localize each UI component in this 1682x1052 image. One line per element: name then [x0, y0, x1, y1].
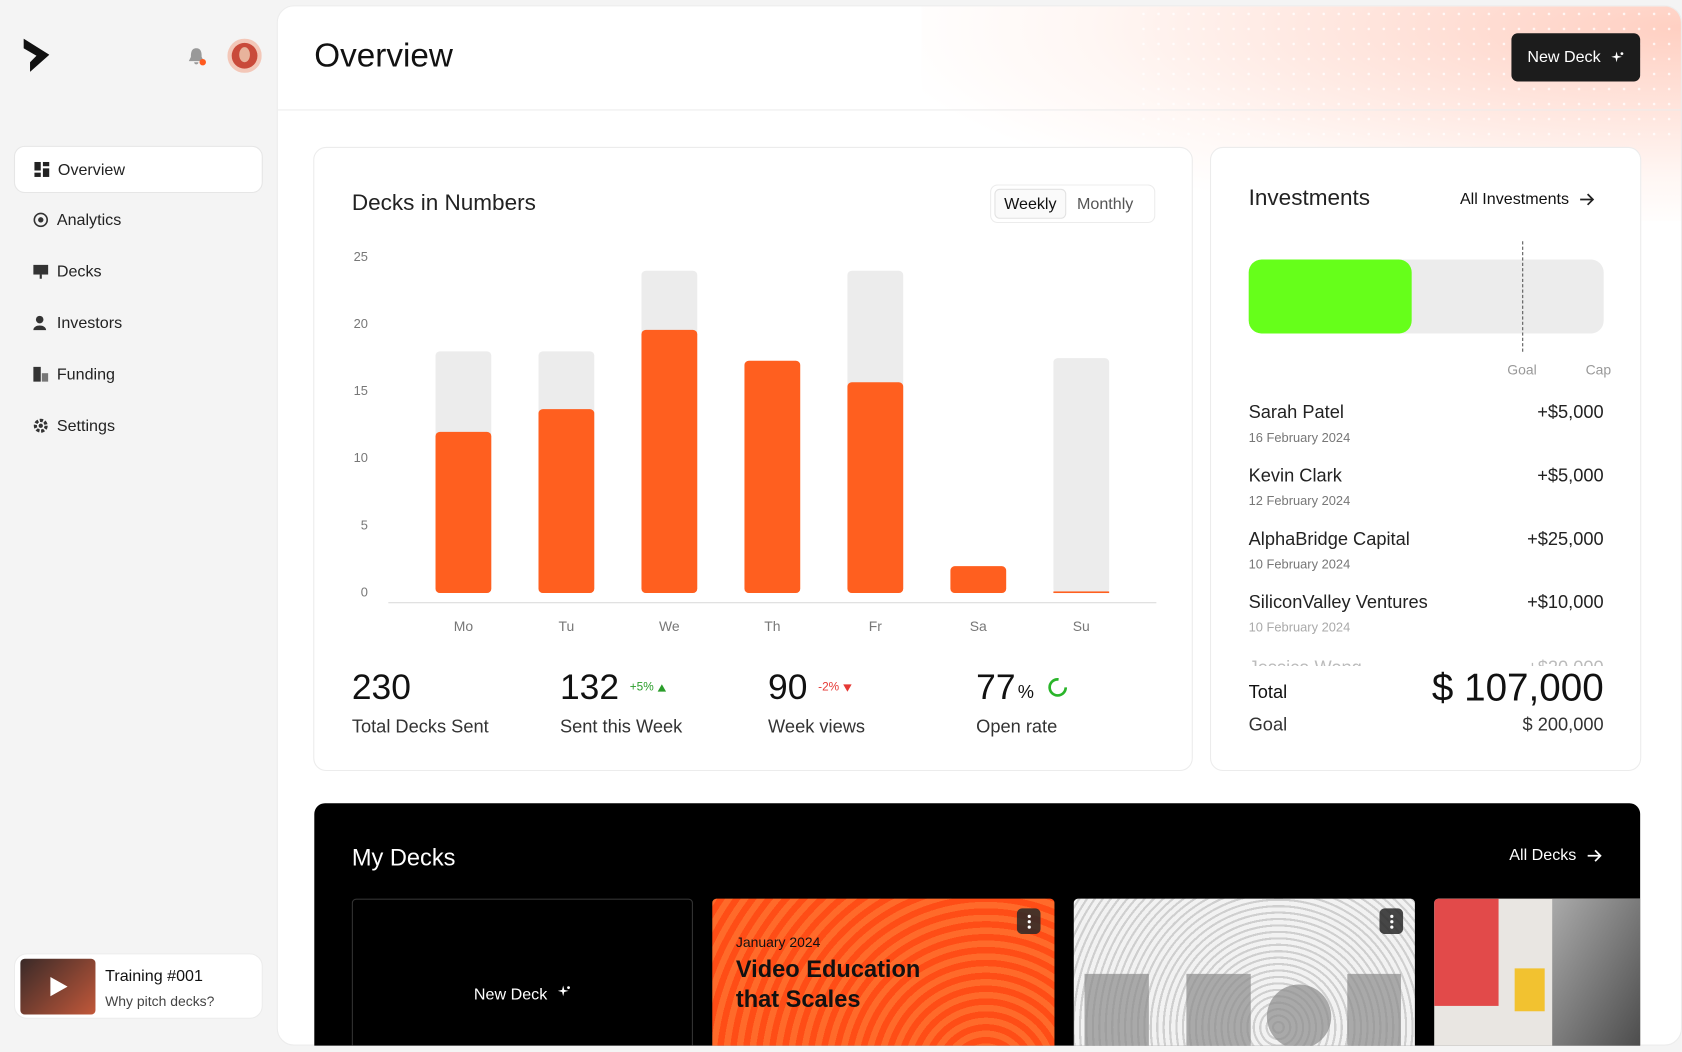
investment-row: AlphaBridge Capital 10 February 2024 +$25,… — [1249, 529, 1604, 572]
investment-row: Sarah Patel 16 February 2024 +$5,000 — [1249, 402, 1604, 445]
investment-date: 16 February 2024 — [1248, 430, 1351, 446]
toggle-option[interactable]: Weekly — [994, 188, 1067, 219]
nav-label: Funding — [56, 365, 116, 384]
deck-card[interactable] — [1434, 898, 1641, 1046]
goal-marker — [1522, 241, 1524, 352]
investment-amount: +$20,000 — [1527, 657, 1604, 666]
deck-card[interactable]: January 2024 Video Education that Scales — [712, 898, 1055, 1046]
total-label: Total — [1248, 682, 1288, 703]
card-menu[interactable] — [1379, 908, 1404, 935]
stat-label: Open rate — [976, 716, 1058, 737]
avatar[interactable] — [227, 38, 262, 73]
stat: 77% Open rate — [976, 667, 1068, 738]
card-label: New Deck — [473, 985, 548, 1004]
investor-name: AlphaBridge Capital — [1248, 528, 1410, 550]
stat-unit: % — [1017, 682, 1034, 703]
investment-amount: +$5,000 — [1537, 402, 1604, 423]
investment-row: Kevin Clark 12 February 2024 +$5,000 — [1249, 465, 1604, 508]
nav-label: Decks — [56, 262, 102, 281]
logo — [23, 38, 50, 72]
change-text: +5% — [629, 680, 654, 694]
stat-value: 90 — [768, 667, 808, 707]
investment-amount: +$10,000 — [1527, 591, 1604, 613]
stat-value: 132 — [559, 667, 620, 707]
investment-amount: +$5,000 — [1537, 465, 1604, 486]
progress-track — [1248, 259, 1604, 334]
card-menu[interactable] — [1016, 908, 1041, 935]
nav-label: Analytics — [56, 210, 122, 229]
all-investments-link[interactable]: All Investments — [1460, 190, 1595, 208]
all-decks-link[interactable]: All Decks — [1509, 846, 1602, 864]
stat: 230 Total Decks Sent — [352, 667, 489, 738]
section-title: My Decks — [351, 843, 456, 871]
change-badge: +5% — [630, 681, 667, 694]
link-label: All Investments — [1459, 189, 1570, 209]
training-card[interactable]: Training #001 Why pitch decks? — [13, 953, 263, 1019]
stat-label: Sent this Week — [559, 716, 683, 737]
training-thumbnail — [20, 958, 96, 1015]
toggle-option[interactable]: Monthly — [1076, 194, 1134, 213]
bell-icon[interactable] — [188, 46, 207, 67]
card-title: Decks in Numbers — [351, 190, 536, 216]
investment-date: 12 February 2024 — [1248, 493, 1351, 509]
investor-name: Kevin Clark — [1248, 465, 1342, 486]
investment-row: Jessica Wong+$20,000 — [1249, 657, 1604, 666]
nav-item[interactable]: Settings — [14, 402, 263, 449]
nav-item[interactable]: Funding — [14, 351, 263, 398]
deck-date: January 2024 — [735, 934, 821, 951]
card-title: Investments — [1248, 185, 1371, 211]
investment-date: 10 February 2024 — [1248, 619, 1351, 635]
investment-date: 10 February 2024 — [1248, 556, 1351, 572]
nav-item[interactable]: Investors — [14, 299, 263, 346]
period-toggle: Weekly Monthly — [990, 184, 1156, 224]
new-deck-button[interactable]: New Deck — [1511, 33, 1641, 82]
goal-text: Goal — [1248, 714, 1288, 735]
header-divider — [277, 109, 1681, 111]
goal-label: Goal — [1507, 361, 1537, 378]
button-label: New Deck — [1527, 48, 1601, 67]
investments-card — [1210, 146, 1642, 772]
nav-item[interactable]: Decks — [14, 248, 263, 295]
deck-card[interactable] — [1073, 898, 1415, 1046]
nav-item[interactable]: Analytics — [14, 196, 263, 243]
nav-item[interactable]: Overview — [13, 145, 263, 194]
nav-label: Investors — [56, 313, 123, 332]
change-badge: -2% — [818, 680, 853, 694]
stat: 90 -2% Week views — [768, 667, 865, 738]
stat-label: Total Decks Sent — [351, 716, 489, 737]
my-decks-panel: My Decks All Decks New Deck January 2024… — [314, 803, 1641, 1046]
goal-value: $ 200,000 — [1522, 714, 1604, 735]
training-title: Training #001 — [105, 967, 203, 986]
investor-name: SiliconValley Ventures — [1248, 591, 1428, 613]
stat-value: 230 — [351, 667, 411, 707]
investor-name: Sarah Patel — [1248, 402, 1344, 423]
cap-label: Cap — [1585, 361, 1612, 378]
link-label: All Decks — [1509, 846, 1577, 865]
new-deck-card[interactable]: New Deck — [351, 898, 693, 1046]
stat-value: 77 — [976, 667, 1016, 707]
progress-fill — [1248, 259, 1412, 334]
stat-label: Week views — [768, 716, 866, 737]
deck-title: Video Education that Scales — [735, 955, 921, 1013]
stat: 132 +5% Sent this Week — [560, 667, 682, 738]
nav-label: Overview — [57, 160, 125, 179]
investment-amount: +$25,000 — [1527, 528, 1604, 550]
change-text: -2% — [818, 680, 840, 694]
investor-name: Jessica Wong — [1249, 657, 1604, 666]
nav-label: Settings — [56, 416, 115, 435]
page-title: Overview — [314, 36, 453, 74]
investment-row: SiliconValley Ventures 10 February 2024 +$… — [1249, 592, 1604, 635]
total-value: $ 107,000 — [1431, 664, 1604, 709]
training-subtitle: Why pitch decks? — [105, 993, 215, 1010]
